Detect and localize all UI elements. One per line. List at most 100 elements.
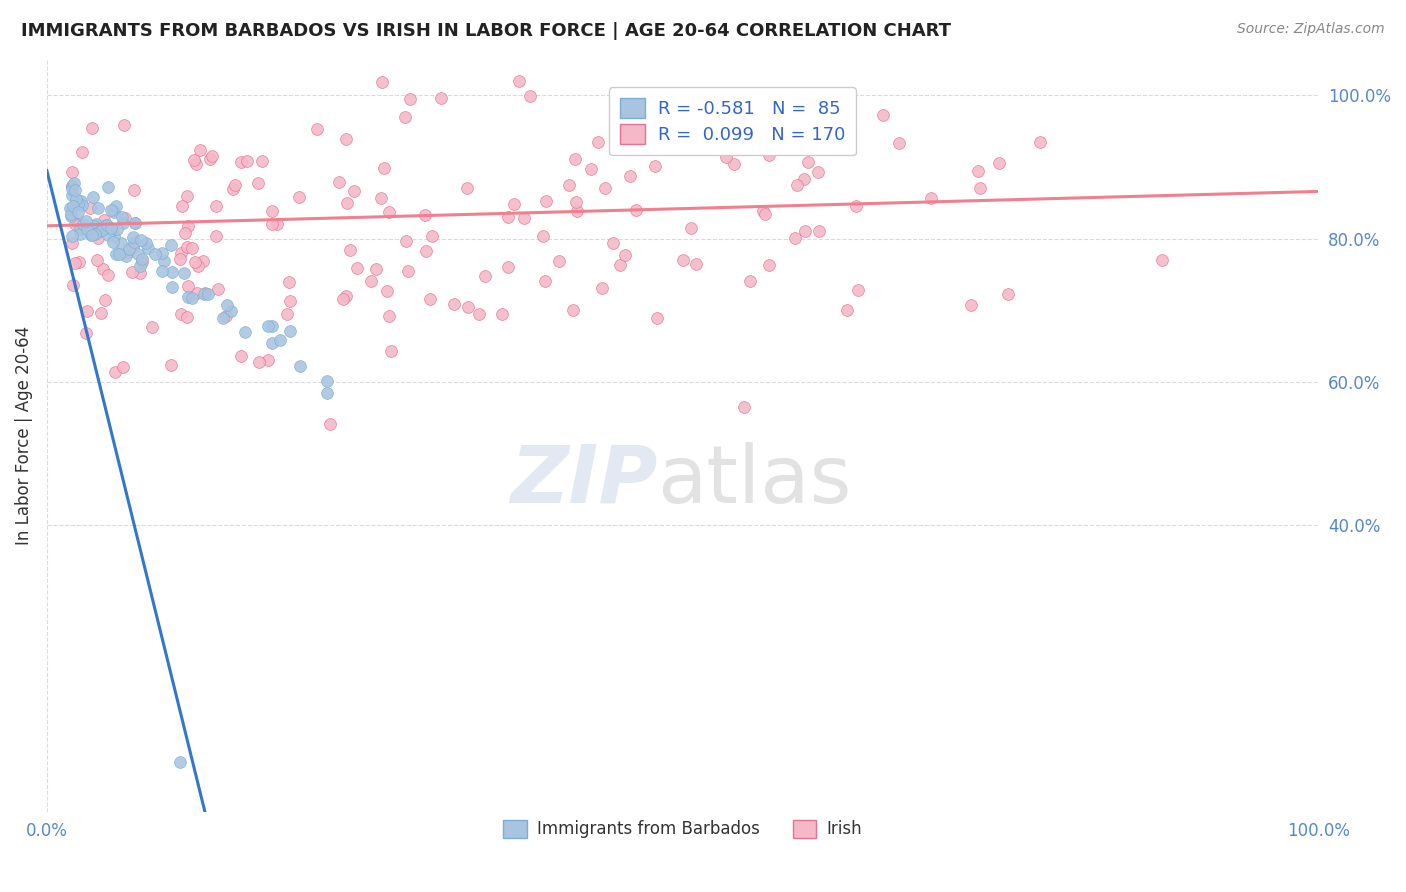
Point xyxy=(730,120,752,134)
Point xyxy=(364,262,387,277)
Point xyxy=(63,183,86,197)
Point xyxy=(591,281,613,295)
Point xyxy=(63,217,86,231)
Point xyxy=(131,254,153,268)
Point xyxy=(201,149,224,163)
Point xyxy=(395,234,418,248)
Point xyxy=(794,224,817,238)
Point xyxy=(519,88,541,103)
Point xyxy=(593,181,616,195)
Point xyxy=(60,228,83,243)
Point xyxy=(122,230,145,244)
Point xyxy=(194,286,217,301)
Point xyxy=(65,192,87,206)
Point xyxy=(87,202,110,216)
Point xyxy=(59,201,82,215)
Point xyxy=(100,220,122,235)
Point xyxy=(105,222,128,236)
Point xyxy=(170,199,193,213)
Point xyxy=(124,235,146,249)
Point xyxy=(967,164,990,178)
Point xyxy=(371,74,394,88)
Legend: Immigrants from Barbados, Irish: Immigrants from Barbados, Irish xyxy=(496,813,869,845)
Point xyxy=(160,280,183,294)
Point xyxy=(87,230,110,244)
Point xyxy=(235,154,257,169)
Point xyxy=(443,297,465,311)
Point xyxy=(60,178,83,193)
Point xyxy=(67,197,90,211)
Point xyxy=(496,260,519,275)
Point xyxy=(204,199,226,213)
Point xyxy=(173,226,195,240)
Point xyxy=(586,135,609,149)
Point xyxy=(205,228,228,243)
Point xyxy=(609,258,631,272)
Point xyxy=(835,303,858,318)
Point xyxy=(97,268,120,282)
Point xyxy=(186,157,208,171)
Point xyxy=(346,260,368,275)
Point xyxy=(474,269,496,284)
Point xyxy=(193,254,215,268)
Point xyxy=(335,131,357,145)
Point xyxy=(531,229,554,244)
Point xyxy=(114,211,136,226)
Point xyxy=(513,211,536,226)
Point xyxy=(80,227,103,242)
Point xyxy=(131,252,153,266)
Point xyxy=(69,222,91,236)
Point xyxy=(793,171,815,186)
Point xyxy=(399,92,422,106)
Point xyxy=(124,216,146,230)
Point xyxy=(198,152,221,166)
Point xyxy=(70,198,93,212)
Point xyxy=(103,203,125,218)
Point xyxy=(960,298,983,312)
Point xyxy=(786,178,808,192)
Point xyxy=(278,324,301,338)
Point xyxy=(105,246,128,260)
Point xyxy=(672,252,695,267)
Point xyxy=(370,190,392,204)
Text: IMMIGRANTS FROM BARBADOS VS IRISH IN LABOR FORCE | AGE 20-64 CORRELATION CHART: IMMIGRANTS FROM BARBADOS VS IRISH IN LAB… xyxy=(21,22,950,40)
Point xyxy=(758,258,780,272)
Point xyxy=(467,307,489,321)
Point xyxy=(181,241,204,255)
Point xyxy=(176,188,198,202)
Point xyxy=(121,265,143,279)
Point xyxy=(783,231,806,245)
Point xyxy=(733,400,755,414)
Point xyxy=(160,359,183,373)
Point xyxy=(565,195,588,210)
Point xyxy=(752,203,775,218)
Point xyxy=(846,283,869,297)
Point xyxy=(115,249,138,263)
Point xyxy=(100,223,122,237)
Point xyxy=(288,189,311,203)
Point xyxy=(112,216,135,230)
Point xyxy=(160,238,183,252)
Point xyxy=(260,335,283,350)
Point xyxy=(845,199,868,213)
Point xyxy=(103,228,125,243)
Point xyxy=(217,298,239,312)
Point xyxy=(288,359,311,373)
Point xyxy=(103,205,125,219)
Point xyxy=(75,326,97,340)
Point xyxy=(76,303,98,318)
Point xyxy=(62,177,84,191)
Point xyxy=(82,190,104,204)
Point xyxy=(173,266,195,280)
Point xyxy=(394,110,416,124)
Point xyxy=(246,176,269,190)
Point xyxy=(339,244,361,258)
Point xyxy=(127,246,149,260)
Point xyxy=(557,178,579,192)
Point xyxy=(723,157,745,171)
Point xyxy=(567,203,589,218)
Point xyxy=(266,217,288,231)
Text: Source: ZipAtlas.com: Source: ZipAtlas.com xyxy=(1237,22,1385,37)
Point xyxy=(135,235,157,250)
Point xyxy=(83,219,105,233)
